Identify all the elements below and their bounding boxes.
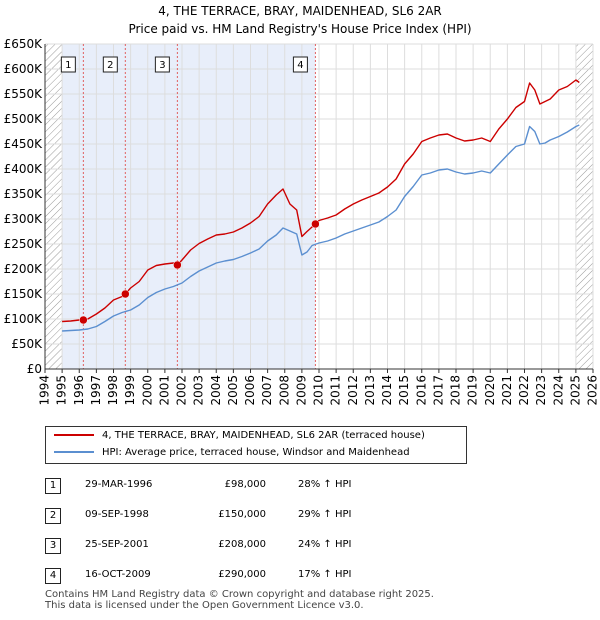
transactions-table: 1 29-MAR-1996 £98,000 28% ↑ HPI 2 09-SEP…: [45, 474, 385, 594]
x-tick-label: 2015: [397, 375, 411, 406]
sale-label-box: [154, 56, 170, 73]
sale-price: £150,000: [218, 509, 266, 520]
sale-label-text: 4: [297, 60, 303, 71]
sale-point-marker: [311, 219, 320, 229]
y-tick-label: £300K: [4, 212, 44, 226]
x-tick-label: 1997: [89, 375, 103, 406]
hatched-region: [45, 44, 63, 369]
sale-hpi-change: 29% ↑ HPI: [298, 509, 352, 520]
y-tick-label: £50K: [11, 337, 43, 351]
x-tick-label: 2025: [568, 375, 582, 406]
y-tick-label: £350K: [4, 187, 44, 201]
sale-hpi-change: 24% ↑ HPI: [298, 539, 352, 550]
x-tick-label: 1999: [123, 375, 137, 406]
x-tick-label: 2012: [346, 375, 360, 406]
y-tick-label: £250K: [4, 237, 44, 251]
sale-number-badge: 3: [45, 538, 61, 554]
y-tick-label: £100K: [4, 312, 44, 326]
y-tick-label: £200K: [4, 262, 44, 276]
x-tick-label: 2010: [312, 375, 326, 406]
sale-date: 09-SEP-1998: [85, 509, 149, 520]
sale-number-badge: 4: [45, 568, 61, 584]
x-tick-label: 2005: [226, 375, 240, 406]
x-tick-label: 2007: [260, 375, 274, 406]
sale-label-text: 3: [159, 60, 165, 71]
sale-date: 16-OCT-2009: [85, 569, 151, 580]
sale-label-box: [60, 56, 76, 73]
hatched-region: [575, 44, 593, 369]
x-tick-label: 1996: [72, 375, 86, 406]
chart-title: 4, THE TERRACE, BRAY, MAIDENHEAD, SL6 2A…: [158, 4, 442, 18]
y-tick-label: £550K: [4, 87, 44, 101]
legend-swatch-property: [54, 434, 94, 436]
sale-number-badge: 2: [45, 508, 61, 524]
y-tick-label: £500K: [4, 112, 44, 126]
table-row: 4 16-OCT-2009 £290,000 17% ↑ HPI: [45, 564, 385, 594]
legend-item-hpi: HPI: Average price, terraced house, Wind…: [54, 445, 410, 461]
ownership-shade: [62, 44, 316, 369]
x-tick-label: 2006: [243, 375, 257, 406]
x-tick-label: 2003: [192, 375, 206, 406]
x-tick-label: 1998: [106, 375, 120, 406]
x-tick-label: 2009: [294, 375, 308, 406]
table-row: 1 29-MAR-1996 £98,000 28% ↑ HPI: [45, 474, 385, 504]
table-row: 3 25-SEP-2001 £208,000 24% ↑ HPI: [45, 534, 385, 564]
x-tick-label: 2008: [277, 375, 291, 406]
legend: 4, THE TERRACE, BRAY, MAIDENHEAD, SL6 2A…: [45, 426, 467, 464]
x-tick-label: 2000: [140, 375, 154, 406]
x-tick-label: 2017: [431, 375, 445, 406]
table-row: 2 09-SEP-1998 £150,000 29% ↑ HPI: [45, 504, 385, 534]
legend-swatch-hpi: [54, 451, 94, 453]
sale-label-box: [102, 56, 118, 73]
sale-point-marker: [79, 315, 88, 325]
x-tick-label: 2016: [414, 375, 428, 406]
footer-license: This data is licensed under the Open Gov…: [45, 600, 364, 611]
y-tick-label: £650K: [4, 37, 44, 51]
x-tick-label: 2004: [209, 375, 223, 406]
chart-subtitle: Price paid vs. HM Land Registry's House …: [128, 22, 472, 36]
y-tick-label: £0: [27, 362, 42, 376]
x-tick-label: 2023: [534, 375, 548, 406]
sale-label-text: 1: [65, 60, 71, 71]
hpi-line: [62, 124, 580, 332]
x-tick-label: 2022: [517, 375, 531, 406]
x-tick-label: 1995: [55, 375, 69, 406]
legend-label-property: 4, THE TERRACE, BRAY, MAIDENHEAD, SL6 2A…: [102, 430, 425, 441]
x-tick-label: 2018: [449, 375, 463, 406]
sale-date: 25-SEP-2001: [85, 539, 149, 550]
sale-hpi-change: 17% ↑ HPI: [298, 569, 352, 580]
sale-number-badge: 1: [45, 478, 61, 494]
y-tick-label: £450K: [4, 137, 44, 151]
sale-label-text: 2: [107, 60, 113, 71]
x-tick-label: 2011: [329, 375, 343, 406]
x-tick-label: 2020: [483, 375, 497, 406]
sale-price: £290,000: [218, 569, 266, 580]
sale-point-marker: [121, 289, 130, 299]
y-tick-label: £400K: [4, 162, 44, 176]
x-tick-label: 1994: [38, 375, 52, 406]
legend-item-property: 4, THE TERRACE, BRAY, MAIDENHEAD, SL6 2A…: [54, 428, 425, 444]
x-tick-label: 2013: [363, 375, 377, 406]
y-tick-label: £150K: [4, 287, 44, 301]
y-tick-label: £600K: [4, 62, 44, 76]
x-tick-label: 2014: [380, 375, 394, 406]
x-tick-label: 2026: [586, 375, 600, 406]
x-tick-label: 2021: [500, 375, 514, 406]
price-chart: 1 2 3 4 £0 £50K £100K £150K £200K £250K £300K £350…: [4, 37, 600, 406]
sale-point-marker: [173, 260, 182, 270]
x-tick-label: 2019: [466, 375, 480, 406]
sale-price: £208,000: [218, 539, 266, 550]
sale-hpi-change: 28% ↑ HPI: [298, 479, 352, 490]
sale-date: 29-MAR-1996: [85, 479, 153, 490]
x-tick-label: 2001: [157, 375, 171, 406]
x-tick-label: 2024: [551, 375, 565, 406]
x-tick-label: 2002: [175, 375, 189, 406]
footer-copyright: Contains HM Land Registry data © Crown c…: [45, 589, 434, 600]
sale-price: £98,000: [224, 479, 266, 490]
legend-label-hpi: HPI: Average price, terraced house, Wind…: [102, 447, 410, 458]
sale-label-box: [292, 56, 308, 73]
footer-attribution: Contains HM Land Registry data © Crown c…: [45, 589, 434, 611]
